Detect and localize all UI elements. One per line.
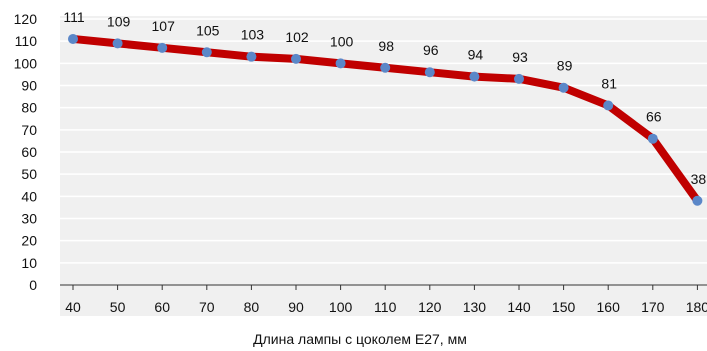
data-label: 111 [63,9,84,25]
data-label: 66 [646,109,662,125]
data-point [469,71,480,82]
y-tick-label: 50 [21,166,37,182]
data-label: 102 [285,29,309,45]
data-label: 105 [196,22,220,38]
data-label: 96 [423,42,439,58]
data-point [558,82,569,93]
x-tick-label: 90 [288,299,304,315]
x-tick-label: 170 [641,299,665,315]
data-label: 94 [468,47,484,63]
y-tick-label: 80 [21,100,37,116]
x-axis-ticks: 40 50 60 70 80 90 100 110 120 130 140 150 160 170 180 [65,285,707,315]
y-tick-label: 60 [21,144,37,160]
gridlines [60,18,707,264]
x-tick-label: 70 [199,299,215,315]
x-tick-label: 160 [597,299,621,315]
y-tick-label: 20 [21,233,37,249]
y-tick-label: 100 [14,55,38,71]
x-tick-label: 110 [374,299,397,315]
y-tick-label: 10 [21,255,37,271]
data-point [335,58,346,69]
data-point [201,47,212,58]
data-point [647,133,658,144]
data-label: 109 [107,13,131,29]
data-label: 100 [330,33,354,49]
data-label: 81 [601,75,617,91]
data-label: 38 [691,171,707,187]
x-tick-label: 40 [65,299,81,315]
y-axis-ticks: 0 10 20 30 40 50 60 70 80 90 100 110 120 [14,11,38,293]
x-tick-label: 150 [552,299,576,315]
y-tick-label: 30 [21,211,37,227]
y-tick-label: 90 [21,78,37,94]
x-tick-label: 50 [110,299,126,315]
data-point [514,73,524,84]
series-group [68,33,703,206]
data-point [246,51,257,62]
data-label: 98 [378,38,394,54]
x-tick-label: 130 [463,299,487,315]
data-point [68,33,78,44]
data-point [112,38,123,49]
y-tick-label: 40 [21,188,37,204]
data-point [157,42,168,53]
data-point [291,53,301,64]
x-tick-label: 100 [329,299,353,315]
x-tick-label: 120 [418,299,442,315]
x-tick-label: 80 [244,299,260,315]
data-label: 107 [152,18,176,34]
data-point [424,67,435,78]
plot-background [60,16,707,316]
x-tick-label: 180 [686,299,707,315]
x-tick-label: 140 [507,299,531,315]
data-label: 89 [557,58,573,74]
data-point [380,62,391,73]
data-labels: 111 109 107 105 103 102 100 98 96 94 93 89 81 66 38 [63,9,706,187]
y-tick-label: 0 [29,277,37,293]
y-tick-label: 70 [21,122,37,138]
y-tick-label: 110 [15,33,38,49]
x-axis-title: Длина лампы с цоколем E27, мм [253,331,467,347]
x-tick-label: 60 [154,299,170,315]
data-label: 103 [241,27,265,43]
data-point [692,195,703,206]
data-point [603,100,614,111]
y-tick-label: 120 [14,11,38,27]
data-label: 93 [512,49,528,65]
